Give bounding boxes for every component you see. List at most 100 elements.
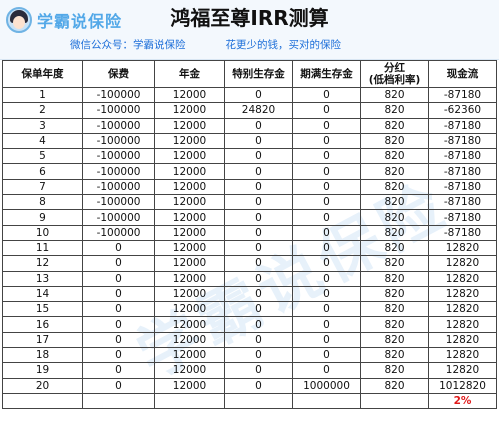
table-cell: 820	[360, 194, 429, 211]
table-cell: 820	[360, 117, 429, 134]
table-cell: 2	[2, 102, 83, 119]
table-cell: -87180	[428, 148, 497, 165]
header-cell: 年金	[154, 60, 225, 88]
table-cell: 820	[360, 285, 429, 303]
table-cell: 0	[224, 255, 293, 272]
table-row: 5 -100000 12000 0 0 820 -87180	[2, 148, 497, 165]
table-cell: 0	[292, 255, 361, 272]
table-cell: 9	[2, 209, 83, 226]
table-cell: 820	[360, 347, 429, 364]
table-body: 1 -100000 12000 0 0 820 -87180 2 -100000 12000 248…	[2, 86, 497, 410]
header-banner: 学霸说保险 鸿福至尊IRR测算 微信公众号：学霸说保险 花更少的钱，买对的保险	[0, 0, 499, 60]
table-cell: 12820	[428, 347, 497, 364]
table-cell: 820	[360, 132, 429, 150]
table-cell: 0	[292, 163, 361, 180]
table-row: 2 -100000 12000 24820 0 820 -62360	[2, 102, 497, 119]
subtitle-account: 微信公众号：学霸说保险	[70, 39, 186, 51]
table-cell: 12820	[428, 270, 497, 287]
table-cell: 0	[224, 194, 293, 211]
irr-value: 2%	[428, 392, 497, 410]
table-cell: 11	[2, 239, 83, 257]
table-cell: 20	[2, 377, 83, 394]
table-cell: 0	[224, 285, 293, 303]
table-row: 17 0 12000 0 0 820 12820	[2, 331, 497, 349]
table-cell: 0	[292, 86, 361, 104]
table-cell: 12820	[428, 301, 497, 318]
table-cell: 1012820	[428, 377, 497, 394]
table-cell: 0	[292, 347, 361, 364]
table-cell: 0	[224, 224, 293, 241]
table-cell: 820	[360, 163, 429, 180]
table-cell: 12000	[154, 316, 225, 333]
table-cell: -100000	[82, 148, 155, 165]
table-cell: 0	[224, 362, 293, 379]
table-cell: 0	[292, 148, 361, 165]
table-cell: 12000	[154, 178, 225, 196]
table-cell: 12000	[154, 132, 225, 150]
table-cell: 12820	[428, 255, 497, 272]
header-cell: 特别生存金	[224, 60, 293, 88]
table-cell: 12820	[428, 239, 497, 257]
table-cell: 0	[292, 285, 361, 303]
table-cell: -87180	[428, 194, 497, 211]
table-cell: 820	[360, 255, 429, 272]
table-cell: -87180	[428, 178, 497, 196]
table-cell: 6	[2, 163, 83, 180]
table-row: 16 0 12000 0 0 820 12820	[2, 316, 497, 333]
header-cell: 现金流	[428, 60, 497, 88]
table-cell: -100000	[82, 132, 155, 150]
table-row: 1 -100000 12000 0 0 820 -87180	[2, 86, 497, 104]
table-cell: 0	[82, 285, 155, 303]
table-row: 14 0 12000 0 0 820 12820	[2, 285, 497, 303]
header-row: 保单年度 保费 年金 特别生存金 期满生存金 分红 (低档利率) 现金流	[2, 60, 497, 88]
table-cell: 0	[292, 102, 361, 119]
table-cell: -100000	[82, 163, 155, 180]
table-cell: 14	[2, 285, 83, 303]
table-cell: 820	[360, 301, 429, 318]
header-cell: 保费	[82, 60, 155, 88]
table-cell: 820	[360, 209, 429, 226]
empty-cell	[2, 392, 83, 410]
table-row: 20 0 12000 0 1000000 820 1012820	[2, 377, 497, 394]
table-cell: 12000	[154, 377, 225, 394]
table-cell: -100000	[82, 224, 155, 241]
table-cell: 0	[292, 224, 361, 241]
table-cell: 12000	[154, 362, 225, 379]
irr-table: 保单年度 保费 年金 特别生存金 期满生存金 分红 (低档利率) 现金流 1 -1…	[2, 60, 497, 410]
table-cell: 820	[360, 102, 429, 119]
table-cell: 820	[360, 178, 429, 196]
table-cell: 12	[2, 255, 83, 272]
table-cell: -100000	[82, 86, 155, 104]
header-cell: 分红 (低档利率)	[360, 60, 429, 88]
table-cell: 15	[2, 301, 83, 318]
table-cell: 0	[224, 148, 293, 165]
table-cell: 12000	[154, 347, 225, 364]
table-cell: 820	[360, 148, 429, 165]
table-cell: -100000	[82, 117, 155, 134]
table-cell: -100000	[82, 102, 155, 119]
table-cell: -100000	[82, 178, 155, 196]
table-cell: 820	[360, 86, 429, 104]
table-row: 4 -100000 12000 0 0 820 -87180	[2, 132, 497, 150]
table-row: 10 -100000 12000 0 0 820 -87180	[2, 224, 497, 241]
table-cell: -87180	[428, 224, 497, 241]
table-cell: 0	[224, 301, 293, 318]
table-cell: 12000	[154, 86, 225, 104]
table-row: 15 0 12000 0 0 820 12820	[2, 301, 497, 318]
table-cell: 12000	[154, 270, 225, 287]
table-cell: 0	[224, 270, 293, 287]
table-cell: 0	[292, 331, 361, 349]
table-cell: 3	[2, 117, 83, 134]
table-cell: 12820	[428, 362, 497, 379]
table-cell: 8	[2, 194, 83, 211]
table-cell: 820	[360, 270, 429, 287]
table-cell: 0	[292, 301, 361, 318]
header-cell: 期满生存金	[292, 60, 361, 88]
table-cell: 0	[82, 347, 155, 364]
table-cell: 820	[360, 316, 429, 333]
table-cell: 0	[292, 362, 361, 379]
table-cell: 0	[224, 86, 293, 104]
table-cell: 12000	[154, 301, 225, 318]
table-cell: 0	[292, 117, 361, 134]
table-cell: 0	[82, 239, 155, 257]
